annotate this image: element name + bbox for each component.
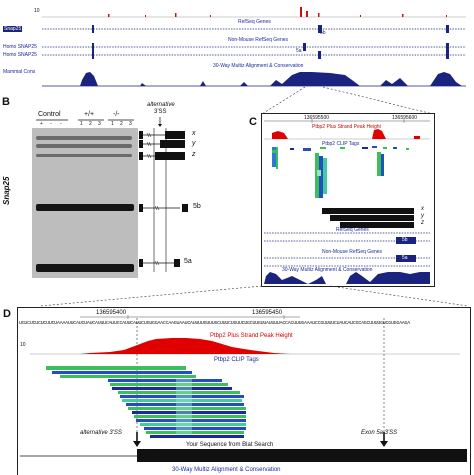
panel-d-frame [17, 307, 471, 475]
panel-c-clip-label: Ptbp2 CLIP Tags [322, 141, 360, 147]
panel-d-clip-label: Ptbp2 CLIP Tags [214, 357, 259, 363]
gel-lane-w1: 1 [80, 121, 83, 127]
panel-c-coord-right: 136595600 [392, 115, 418, 121]
panel-a-exon-5b: 5b [320, 30, 326, 36]
gel-lane-w2: 2 [89, 121, 92, 127]
panel-d-coord-right: 136595450 [252, 310, 283, 316]
panel-a-nonmouse-title: Non-Mouse RefSeq Genes [228, 37, 289, 43]
splice-title-1: alternative [147, 102, 175, 108]
panel-d-blat-label: Your Sequence from Blat Search [186, 442, 274, 448]
gel-lane-c3: - [60, 121, 62, 127]
isoform-y-label: y [192, 140, 196, 147]
gel-group-wt: +/+ [84, 111, 95, 118]
panel-c-exon-5a: 5a [402, 255, 408, 261]
gel-band-y [36, 144, 132, 148]
panel-d-scale-value: 10 [20, 342, 26, 348]
gel-lane-c1: + [40, 121, 43, 127]
panel-a-homo-label-1[interactable]: Homo SNAP25 [3, 44, 37, 50]
panel-c-refseq-label: RefSeq Genes [336, 227, 369, 233]
gel-lane-k3: 3 [129, 121, 132, 127]
gel-lane-c2: - [50, 121, 52, 127]
gel-band-z [36, 154, 132, 157]
panel-d-cons-label: 30-Way Multiz Alignment & Conservation [172, 467, 281, 473]
panel-d-exon-label: Exon 5a 3'SS [361, 430, 398, 436]
gel-group-ko: -/- [113, 111, 120, 118]
panel-a-peak-track [42, 7, 466, 18]
panel-a-exon-5a: 5a [296, 48, 302, 54]
isoform-5a-label: 5a [184, 258, 192, 265]
panel-a-refseq-title: RefSeq Genes [238, 19, 271, 25]
panel-d-alt-label: alternative 3'SS [80, 430, 122, 436]
panel-c-iso-y: y [421, 213, 424, 219]
panel-a-cons-title: 30-Way Multiz Alignment & Conservation [213, 63, 304, 69]
gel-image [32, 128, 138, 278]
gel-group-control: Control [38, 111, 61, 118]
gel-lane-k1: 1 [111, 121, 114, 127]
panel-c-peak-label: Ptbp2 Plus Strand Peak Height [312, 124, 381, 130]
panel-a-snap25-label[interactable]: Snap25 [3, 26, 23, 32]
panel-b-letter: B [2, 96, 10, 108]
panel-a-mammal-label: Mammal Cons [3, 69, 36, 75]
panel-d-letter: D [3, 308, 11, 320]
panel-c-letter: C [249, 116, 257, 128]
panel-c-nonmouse-label: Non-Mouse RefSeq Genes [322, 249, 383, 255]
gel-band-5a [36, 264, 134, 272]
panel-a-homo-label-2[interactable]: Homo SNAP25 [3, 52, 37, 58]
panel-a-scale-value: 10 [34, 8, 40, 14]
isoform-5b-label: 5b [193, 203, 201, 210]
panel-c-cons-label: 30-Way Multiz Alignment & Conservation [282, 267, 373, 273]
gel-lane-w3: 3 [98, 121, 101, 127]
panel-c-iso-x: x [421, 206, 424, 212]
splice-title-2: 3'SS [154, 109, 167, 115]
gel-lane-k2: 2 [120, 121, 123, 127]
gel-band-5b [36, 204, 134, 211]
isoform-z-label: z [192, 151, 196, 158]
panel-a-gene-tracks [42, 25, 466, 87]
gel-band-x [36, 136, 132, 140]
panel-c-iso-z: z [421, 220, 424, 226]
panel-d-sequence: UCUCUCUCUCUUCUAAAAUUCAUCUAUCAUUUCAUUCCAU… [19, 321, 410, 326]
panel-d-peak-label: Ptbp2 Plus Strand Peak Height [210, 333, 293, 339]
isoform-x-label: x [192, 130, 196, 137]
panel-c-coord-left: 136595500 [304, 115, 330, 121]
panel-c-exon-5b: 5b [402, 237, 408, 243]
panel-d-coord-left: 136595400 [96, 310, 127, 316]
